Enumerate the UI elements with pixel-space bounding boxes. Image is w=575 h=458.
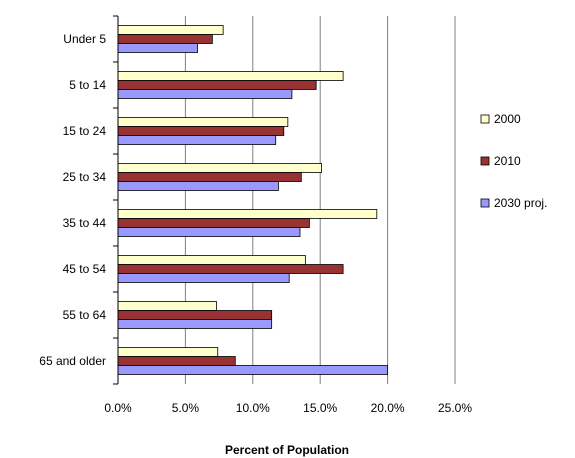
- x-tick-label: 5.0%: [172, 401, 200, 415]
- bar: [117, 181, 279, 191]
- bar: [117, 301, 217, 311]
- bar: [117, 126, 285, 136]
- legend-label: 2010: [494, 154, 521, 168]
- bar: [117, 227, 301, 237]
- bar: [117, 264, 344, 274]
- bar: [117, 209, 378, 219]
- legend-swatch: [480, 156, 490, 166]
- x-tick-label: 20.0%: [371, 401, 405, 415]
- legend-label: 2000: [494, 112, 521, 126]
- bar: [117, 218, 310, 228]
- y-tick-label: 65 and older: [39, 354, 106, 368]
- bar: [117, 310, 273, 320]
- bar: [117, 71, 344, 81]
- legend-swatch: [480, 114, 490, 124]
- legend-swatch: [480, 198, 490, 208]
- bars: [117, 25, 389, 375]
- x-tick-label: 25.0%: [438, 401, 472, 415]
- y-tick-label: 35 to 44: [63, 216, 107, 230]
- bar: [117, 89, 293, 99]
- bar: [117, 319, 273, 329]
- bar: [117, 172, 302, 182]
- legend-label: 2030 proj.: [494, 196, 547, 210]
- bar: [117, 43, 198, 53]
- y-tick-label: Under 5: [63, 32, 106, 46]
- x-tick-label: 15.0%: [303, 401, 337, 415]
- x-axis-ticks: 0.0% 5.0% 10.0% 15.0% 20.0% 25.0%: [104, 401, 472, 415]
- bar: [117, 163, 322, 173]
- x-axis-title: Percent of Population: [225, 443, 349, 457]
- bar: [117, 365, 389, 375]
- y-tick-label: 45 to 54: [63, 262, 107, 276]
- x-tick-label: 10.0%: [236, 401, 270, 415]
- bar: [117, 255, 306, 265]
- y-axis-ticks: Under 5 5 to 14 15 to 24 25 to 34 35 to 44 45…: [39, 15, 118, 385]
- legend: 2000 2010 2030 proj.: [480, 112, 547, 210]
- bar: [117, 273, 290, 283]
- bar: [117, 135, 277, 145]
- bar: [117, 34, 213, 44]
- bar: [117, 25, 224, 35]
- y-tick-label: 25 to 34: [63, 170, 107, 184]
- bar: [117, 356, 236, 366]
- bar: [117, 117, 289, 127]
- bar: [117, 80, 317, 90]
- y-tick-label: 15 to 24: [63, 124, 107, 138]
- y-tick-label: 55 to 64: [63, 308, 107, 322]
- x-tick-label: 0.0%: [104, 401, 132, 415]
- bar: [117, 347, 219, 357]
- y-tick-label: 5 to 14: [69, 78, 106, 92]
